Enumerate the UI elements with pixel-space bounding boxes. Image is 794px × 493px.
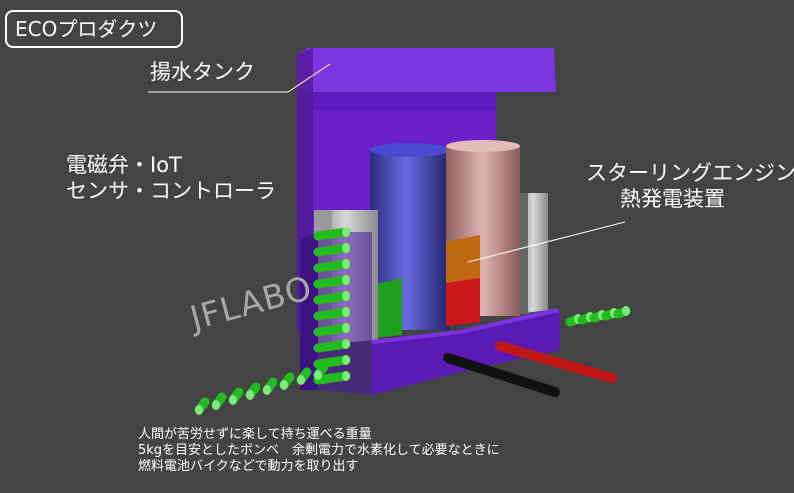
- green-rod: [313, 291, 351, 305]
- green-rod-cap: [342, 307, 350, 317]
- green-rod: [313, 339, 351, 353]
- stirling-engine-cylinder: [446, 140, 520, 326]
- tank-leader-line: [148, 63, 331, 93]
- green-rod-cap: [342, 339, 350, 349]
- green-rod-cap: [342, 371, 350, 381]
- footnote: 人間が苦労せずに楽して持ち運べる重量 5kgを目安としたボンベ 余剰電力で水素化…: [138, 427, 500, 475]
- orange-block: [446, 235, 480, 283]
- footnote-line1: 人間が苦労せずに楽して持ち運べる重量: [138, 427, 372, 442]
- green-rod-cap: [342, 355, 350, 365]
- green-rod-cap: [342, 243, 350, 253]
- green-rod-cap: [246, 390, 254, 400]
- green-rod: [313, 323, 351, 337]
- green-rod: [313, 307, 351, 321]
- engine-leader-line: [467, 221, 626, 263]
- green-rod: [313, 243, 351, 257]
- green-rod-cap: [263, 385, 271, 395]
- green-rod-cap: [314, 370, 322, 380]
- valve-label-line2: センサ・コントローラ: [66, 179, 276, 203]
- footnote-line2: 5kgを目安としたボンベ 余剰電力で水素化して必要なときに: [138, 443, 500, 458]
- green-rod-cap: [297, 375, 305, 385]
- green-rod-cap: [622, 306, 630, 316]
- green-rod-cap: [342, 323, 350, 333]
- green-block: [372, 278, 402, 338]
- footnote-line3: 燃料電池バイクなどで動力を取り出す: [138, 459, 359, 474]
- green-rod-cap: [342, 291, 350, 301]
- green-rod-cap: [342, 275, 350, 285]
- engine-label-line1: スターリングエンジン: [586, 161, 794, 185]
- green-rod-cap: [342, 227, 350, 237]
- engine-label-line2: 熱発電装置: [620, 187, 725, 211]
- right-plate-edge: [518, 193, 528, 314]
- green-rod: [313, 275, 351, 289]
- green-rod-cap: [342, 259, 350, 269]
- green-rod-cap: [229, 395, 237, 405]
- green-rod: [313, 371, 351, 385]
- green-rod-cap: [212, 400, 220, 410]
- red-block: [446, 278, 480, 326]
- category-badge: ECOプロダクツ: [5, 10, 183, 48]
- tank-label: 揚水タンク: [150, 60, 255, 84]
- red-cable: [495, 341, 617, 383]
- green-rod-cap: [280, 380, 288, 390]
- green-rod: [313, 259, 351, 273]
- green-rod: [313, 227, 351, 241]
- black-cable: [443, 353, 560, 397]
- valve-label-line1: 電磁弁・IoT: [66, 153, 182, 177]
- green-rod-cap: [195, 405, 203, 415]
